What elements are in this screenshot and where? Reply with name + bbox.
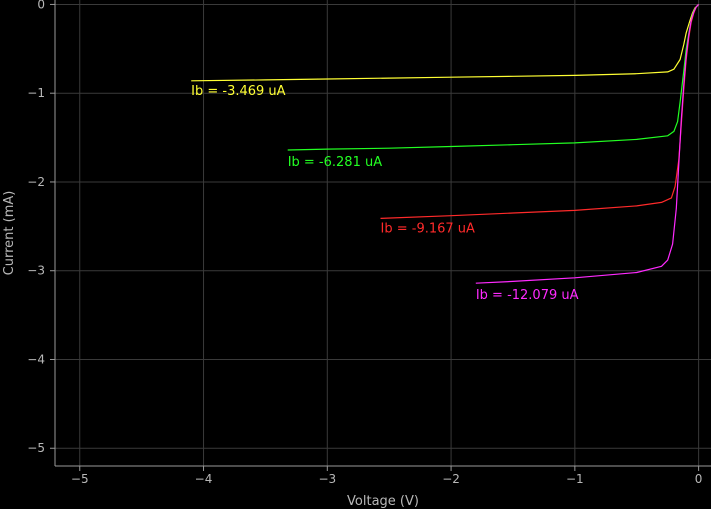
y-axis-title: Current (mA) — [2, 191, 17, 276]
x-tick-label: 0 — [695, 472, 703, 486]
series-label-2: Ib = -6.281 uA — [288, 155, 383, 170]
x-axis-title: Voltage (V) — [347, 494, 419, 509]
y-tick-label: −3 — [27, 264, 45, 278]
axes: −5 −4 −3 −2 −1 0 0 −1 −2 −3 −4 −5 — [27, 0, 711, 486]
y-tick-label: −4 — [27, 352, 45, 366]
series-line-1 — [191, 3, 700, 82]
series-labels: Ib = -3.469 uA Ib = -6.281 uA Ib = -9.167 … — [191, 84, 578, 303]
series-label-4: Ib = -12.079 uA — [476, 288, 579, 303]
series-label-3: Ib = -9.167 uA — [381, 222, 476, 237]
series-line-3 — [380, 3, 700, 219]
grid — [55, 0, 711, 466]
series-line-2 — [287, 4, 700, 151]
series-line-4 — [475, 3, 700, 284]
x-tick-label: −1 — [566, 472, 584, 486]
x-tick-label: −5 — [71, 472, 89, 486]
x-tick-label: −4 — [195, 472, 213, 486]
x-tick-label: −2 — [442, 472, 460, 486]
y-tick-label: 0 — [37, 0, 45, 11]
y-tick-label: −2 — [27, 175, 45, 189]
series-group — [191, 3, 700, 284]
y-tick-label: −1 — [27, 86, 45, 100]
y-tick-label: −5 — [27, 441, 45, 455]
x-tick-label: −3 — [318, 472, 336, 486]
series-label-1: Ib = -3.469 uA — [191, 84, 286, 99]
